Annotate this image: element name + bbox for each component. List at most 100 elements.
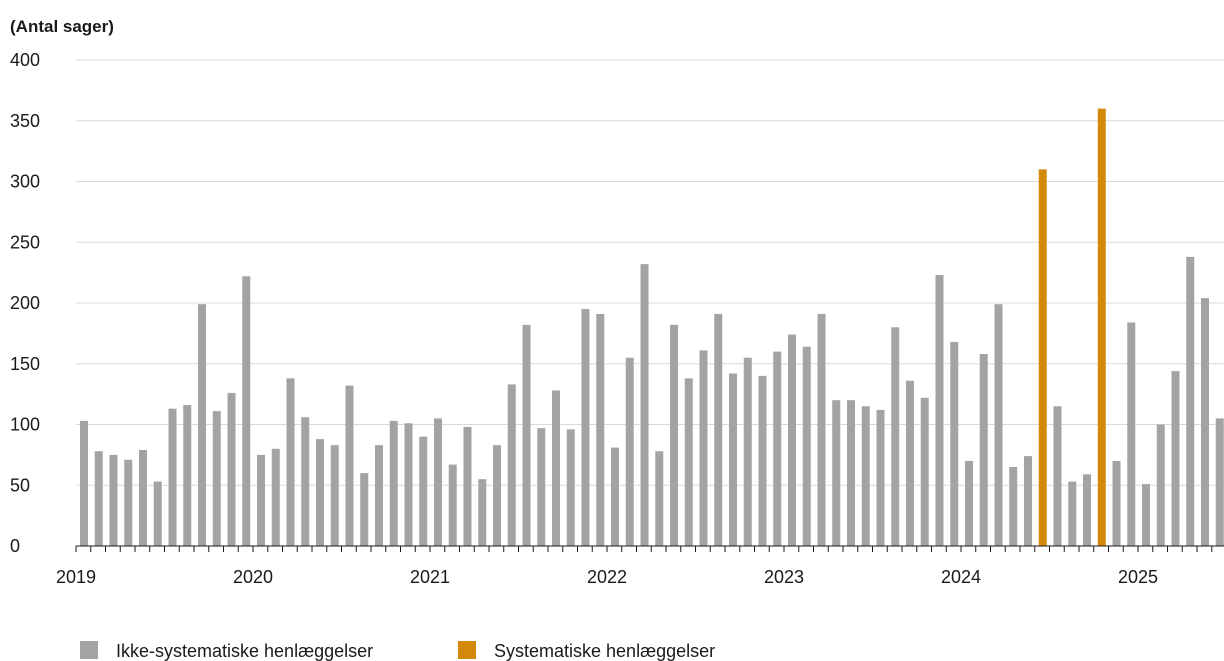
bar-ikke-systematiske xyxy=(522,324,531,546)
bar-ikke-systematiske xyxy=(1068,481,1077,546)
bar-ikke-systematiske xyxy=(301,417,310,546)
y-tick-label: 300 xyxy=(10,172,40,192)
bar-ikke-systematiske xyxy=(124,459,133,546)
bar-ikke-systematiske xyxy=(906,380,914,546)
bar-systematiske xyxy=(1038,169,1047,546)
bar-ikke-systematiske xyxy=(537,428,546,546)
bar-ikke-systematiske xyxy=(758,375,767,546)
y-axis-title: (Antal sager) xyxy=(10,17,114,36)
bar-ikke-systematiske xyxy=(596,313,605,546)
bar-ikke-systematiske xyxy=(876,409,885,546)
bar-ikke-systematiske xyxy=(1156,424,1165,546)
y-tick-label: 100 xyxy=(10,415,40,435)
x-tick-label: 2023 xyxy=(764,567,804,587)
x-tick-label: 2024 xyxy=(941,567,981,587)
bar-ikke-systematiske xyxy=(183,405,192,546)
x-axis-labels: 2019 2020 2021 2022 2023 2024 2025 xyxy=(56,567,1158,587)
bar-ikke-systematiske xyxy=(212,411,221,546)
bar-ikke-systematiske xyxy=(389,420,398,546)
bar-ikke-systematiske xyxy=(965,460,973,546)
bar-ikke-systematiske xyxy=(463,426,472,546)
bars xyxy=(80,108,1224,546)
bar-ikke-systematiske xyxy=(1127,322,1136,546)
legend-swatch-ikke-systematiske xyxy=(80,641,98,659)
bar-ikke-systematiske xyxy=(625,357,634,546)
bar-ikke-systematiske xyxy=(316,439,324,546)
bar-ikke-systematiske xyxy=(94,451,103,546)
bar-ikke-systematiske xyxy=(832,400,841,546)
bar-ikke-systematiske xyxy=(935,275,944,546)
y-axis: 0 50 100 150 200 250 300 350 400 xyxy=(10,50,40,556)
bar-ikke-systematiske xyxy=(227,392,236,546)
bar-ikke-systematiske xyxy=(1112,460,1121,546)
bar-ikke-systematiske xyxy=(478,479,487,546)
y-tick-label: 0 xyxy=(10,536,20,556)
bar-ikke-systematiske xyxy=(419,436,428,546)
bar-ikke-systematiske xyxy=(1009,467,1018,546)
bar-ikke-systematiske xyxy=(1024,456,1032,546)
bar-ikke-systematiske xyxy=(920,397,929,546)
bar-ikke-systematiske xyxy=(404,423,413,546)
y-tick-label: 250 xyxy=(10,232,40,252)
bar-ikke-systematiske xyxy=(1201,298,1209,546)
grid xyxy=(76,59,1224,486)
bar-ikke-systematiske xyxy=(375,445,383,546)
x-tick-label: 2020 xyxy=(233,567,273,587)
bar-ikke-systematiske xyxy=(345,385,354,546)
bar-ikke-systematiske xyxy=(1083,474,1091,546)
bar-ikke-systematiske xyxy=(773,351,782,546)
bar-ikke-systematiske xyxy=(434,418,442,546)
bar-ikke-systematiske xyxy=(1186,256,1195,546)
x-tick-label: 2022 xyxy=(587,567,627,587)
y-tick-label: 50 xyxy=(10,475,30,495)
x-axis xyxy=(75,545,1224,552)
bar-ikke-systematiske xyxy=(891,327,900,546)
bar-ikke-systematiske xyxy=(802,346,811,546)
bar-ikke-systematiske xyxy=(507,384,516,546)
bar-ikke-systematiske xyxy=(655,451,664,546)
bar-ikke-systematiske xyxy=(714,313,723,546)
bar-ikke-systematiske xyxy=(640,264,649,546)
y-tick-label: 350 xyxy=(10,111,40,131)
bar-ikke-systematiske xyxy=(552,390,560,546)
bar-ikke-systematiske xyxy=(168,408,177,546)
bar-ikke-systematiske xyxy=(153,481,162,546)
bar-ikke-systematiske xyxy=(788,334,796,546)
bar-ikke-systematiske xyxy=(743,357,752,546)
bar-ikke-systematiske xyxy=(1171,371,1180,546)
bar-ikke-systematiske xyxy=(271,448,280,546)
bar-ikke-systematiske xyxy=(729,373,737,546)
bar-ikke-systematiske xyxy=(448,464,457,546)
y-tick-label: 200 xyxy=(10,293,40,313)
bar-ikke-systematiske xyxy=(699,350,708,546)
x-tick-label: 2025 xyxy=(1118,567,1158,587)
bar-ikke-systematiske xyxy=(493,445,501,546)
bar-ikke-systematiske xyxy=(330,445,339,546)
bar-systematiske xyxy=(1097,108,1106,546)
bar-ikke-systematiske xyxy=(360,473,369,546)
bar-ikke-systematiske xyxy=(670,324,678,546)
bar-ikke-systematiske xyxy=(1215,418,1224,546)
y-tick-label: 400 xyxy=(10,50,40,70)
bar-ikke-systematiske xyxy=(1053,406,1062,546)
legend-swatch-systematiske xyxy=(458,641,476,659)
bar-ikke-systematiske xyxy=(566,429,575,546)
bar-ikke-systematiske xyxy=(817,313,826,546)
x-tick-label: 2019 xyxy=(56,567,96,587)
bar-ikke-systematiske xyxy=(994,304,1003,546)
x-tick-label: 2021 xyxy=(410,567,450,587)
bar-ikke-systematiske xyxy=(139,450,147,546)
bar-ikke-systematiske xyxy=(581,309,590,546)
bar-ikke-systematiske xyxy=(1142,484,1150,546)
bar-ikke-systematiske xyxy=(611,447,619,546)
bar-ikke-systematiske xyxy=(950,341,959,546)
bar-ikke-systematiske xyxy=(109,454,118,546)
bar-ikke-systematiske xyxy=(979,354,988,546)
y-tick-label: 150 xyxy=(10,354,40,374)
bar-ikke-systematiske xyxy=(257,454,265,546)
legend: Ikke-systematiske henlæggelser Systemati… xyxy=(80,641,715,661)
bar-ikke-systematiske xyxy=(242,276,251,546)
bar-ikke-systematiske xyxy=(684,378,693,546)
bar-ikke-systematiske xyxy=(847,400,855,546)
